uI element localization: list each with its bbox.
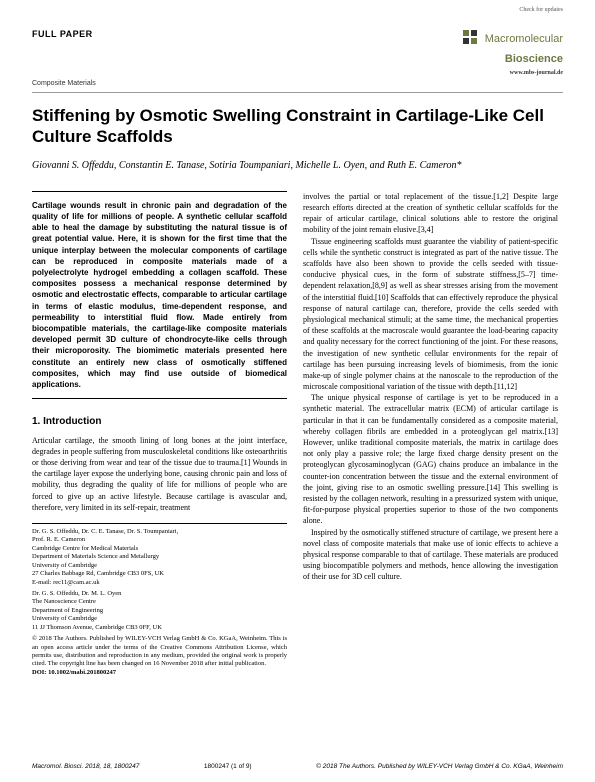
affil-line: 11 JJ Thomson Avenue, Cambridge CB3 0FF,… xyxy=(32,624,287,632)
authors: Giovanni S. Offeddu, Constantin E. Tanas… xyxy=(32,159,563,173)
journal-sub: Bioscience xyxy=(505,53,563,65)
affiliations: Dr. G. S. Offeddu, Dr. C. E. Tanase, Dr.… xyxy=(32,528,287,677)
journal-block: Macromolecular Bioscience www.mbs-journa… xyxy=(461,28,563,77)
abstract-box: Cartilage wounds result in chronic pain … xyxy=(32,191,287,399)
affil-rule xyxy=(32,523,287,524)
doi: DOI: 10.1002/mabi.201800247 xyxy=(32,669,287,677)
check-updates-link[interactable]: Check for updates xyxy=(519,6,563,14)
article-type: FULL PAPER xyxy=(32,28,93,40)
affil-line: Dr. G. S. Offeddu, Dr. C. E. Tanase, Dr.… xyxy=(32,528,287,536)
affil-line: Dr. G. S. Offeddu, Dr. M. L. Oyen xyxy=(32,590,287,598)
intro-text: Articular cartilage, the smooth lining o… xyxy=(32,435,287,513)
affil-line: University of Cambridge xyxy=(32,615,287,623)
affil-line: The Nanoscience Centre xyxy=(32,598,287,606)
journal-logo-icon xyxy=(461,28,481,52)
intro-paragraph: Articular cartilage, the smooth lining o… xyxy=(32,435,287,513)
intro-heading: 1. Introduction xyxy=(32,415,287,429)
header-rule xyxy=(32,92,563,93)
footer: Macromol. Biosci. 2018, 18, 1800247 1800… xyxy=(32,763,563,772)
article-title: Stiffening by Osmotic Swelling Constrain… xyxy=(32,105,563,148)
affil-line: Cambridge Centre for Medical Materials xyxy=(32,545,287,553)
body-paragraph: involves the partial or total replacemen… xyxy=(303,191,558,236)
journal-url: www.mbs-journal.de xyxy=(510,70,563,76)
left-column: Cartilage wounds result in chronic pain … xyxy=(32,191,287,677)
body-paragraph: Tissue engineering scaffolds must guaran… xyxy=(303,236,558,393)
content-columns: Cartilage wounds result in chronic pain … xyxy=(32,191,563,677)
right-column: involves the partial or total replacemen… xyxy=(303,191,558,677)
affil-line: E-mail: rec11@cam.ac.uk xyxy=(32,579,287,587)
footer-left: Macromol. Biosci. 2018, 18, 1800247 xyxy=(32,763,139,772)
body-paragraph: The unique physical response of cartilag… xyxy=(303,392,558,526)
section-label: Composite Materials xyxy=(32,79,563,88)
affil-line: 27 Charles Babbage Rd, Cambridge CB3 0FS… xyxy=(32,570,287,578)
affil-line: Department of Engineering xyxy=(32,607,287,615)
header: FULL PAPER Macromolecular Bioscience www… xyxy=(32,28,563,77)
body-paragraph: Inspired by the osmotically stiffened st… xyxy=(303,527,558,583)
journal-name: Macromolecular xyxy=(485,33,563,45)
affil-line: Department of Materials Science and Meta… xyxy=(32,553,287,561)
footer-center: 1800247 (1 of 9) xyxy=(204,763,252,772)
affil-line: Prof. R. E. Cameron xyxy=(32,536,287,544)
footer-right: © 2018 The Authors. Published by WILEY-V… xyxy=(316,763,563,772)
copyright-text: © 2018 The Authors. Published by WILEY-V… xyxy=(32,635,287,669)
affil-line: University of Cambridge xyxy=(32,562,287,570)
